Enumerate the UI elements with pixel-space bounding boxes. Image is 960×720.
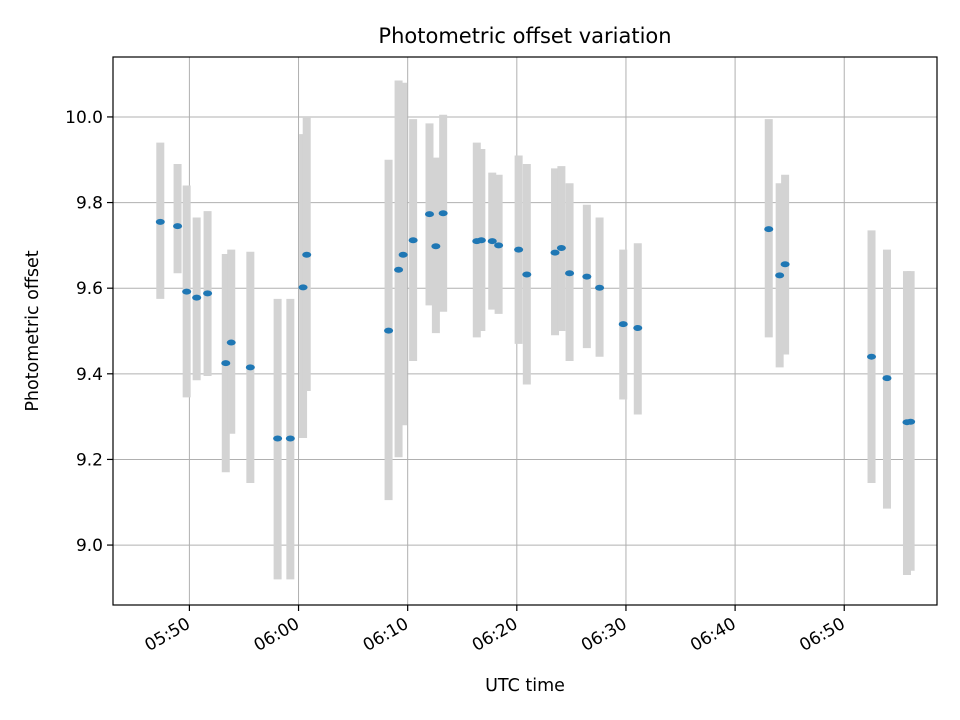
- plot-frame: [112, 56, 938, 606]
- data-point: [173, 223, 183, 230]
- data-point: [221, 360, 231, 367]
- data-point: [226, 339, 236, 346]
- data-point: [582, 273, 592, 280]
- y-axis: 9.0 9.2 9.4 9.6 9.8 10.0: [65, 108, 113, 556]
- data-point: [618, 321, 628, 328]
- y-tick-label: 9.2: [76, 450, 103, 470]
- data-point: [882, 375, 892, 382]
- data-point: [431, 243, 441, 250]
- data-point: [487, 238, 497, 245]
- data-point: [556, 244, 566, 251]
- data-point: [182, 288, 192, 295]
- data-point: [302, 251, 312, 258]
- data-point: [408, 237, 418, 244]
- y-tick-label: 9.6: [76, 279, 103, 299]
- y-tick-label: 9.4: [76, 365, 103, 385]
- data-point: [476, 237, 486, 244]
- data-point: [780, 261, 790, 268]
- data-point: [285, 435, 295, 442]
- y-axis-label: Photometric offset: [23, 250, 43, 411]
- data-point: [522, 271, 532, 278]
- data-point: [906, 418, 916, 425]
- data-point: [394, 266, 404, 273]
- data-point: [764, 226, 774, 233]
- data-point: [298, 284, 308, 291]
- x-axis-label: UTC time: [485, 676, 565, 696]
- data-point: [438, 210, 448, 217]
- data-point: [425, 211, 435, 218]
- data-point: [192, 294, 202, 301]
- y-tick-label: 9.0: [76, 536, 103, 556]
- data-point: [273, 435, 283, 442]
- y-tick-label: 10.0: [65, 108, 103, 128]
- chart-title: Photometric offset variation: [378, 24, 671, 48]
- data-point: [595, 284, 605, 291]
- data-point: [245, 364, 255, 371]
- data-points: [155, 210, 916, 442]
- data-point: [514, 246, 524, 253]
- data-point: [494, 242, 504, 249]
- data-point: [398, 251, 408, 258]
- data-point: [633, 325, 643, 332]
- data-point: [565, 270, 575, 277]
- y-tick-label: 9.8: [76, 194, 103, 214]
- data-point: [775, 272, 785, 279]
- data-point: [203, 290, 213, 297]
- data-point: [550, 249, 560, 256]
- data-point: [384, 327, 394, 334]
- data-point: [867, 353, 877, 360]
- data-point: [155, 218, 165, 225]
